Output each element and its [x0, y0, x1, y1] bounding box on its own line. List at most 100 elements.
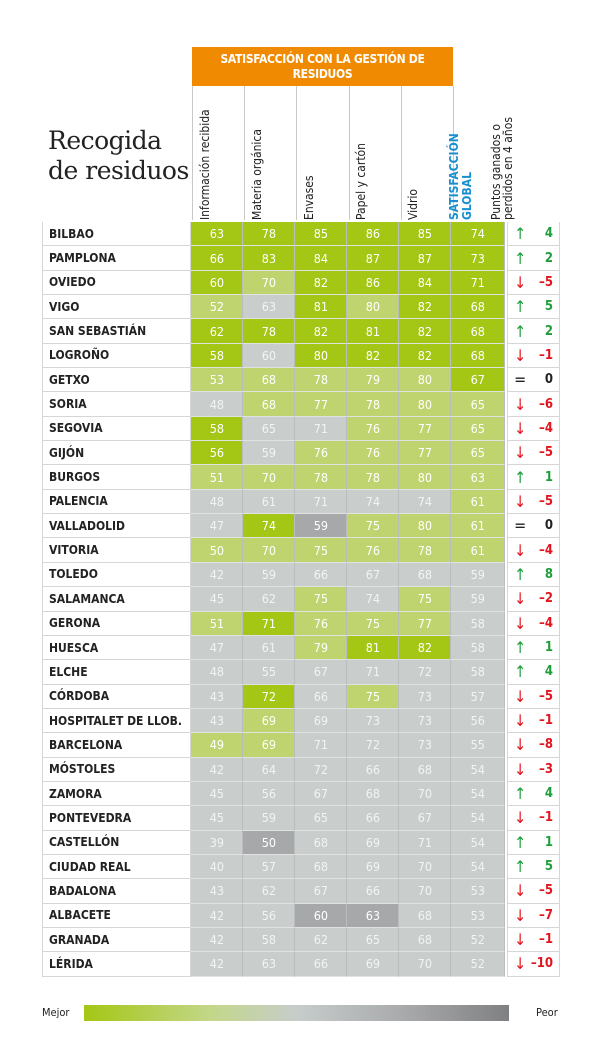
table-row: HUESCA 47 61 79 81 82 58 ↑ 1 — [42, 635, 560, 661]
arrow-up-icon: ↑ — [514, 248, 527, 268]
score-cell: 86 — [347, 222, 400, 247]
change-value: –5 — [539, 274, 553, 290]
score-cell: 43 — [191, 879, 244, 904]
score-cell: 50 — [191, 538, 244, 563]
points-change: = 0 — [507, 368, 560, 393]
score-cell: 42 — [191, 903, 244, 928]
score-cell: 74 — [347, 587, 400, 612]
score-cell: 75 — [347, 611, 400, 636]
city-name: ZAMORA — [42, 781, 192, 807]
points-change: ↓ –4 — [507, 416, 560, 442]
table-row: CASTELLÓN 39 50 68 69 71 54 ↑ 1 — [42, 830, 560, 855]
change-value: –10 — [530, 956, 553, 972]
city-name: BILBAO — [42, 222, 192, 247]
score-cell: 72 — [243, 684, 296, 709]
city-name: VITORIA — [42, 538, 192, 563]
score-cell: 42 — [191, 927, 244, 953]
table-row: CÓRDOBA 43 72 66 75 73 57 ↓ –5 — [42, 684, 560, 709]
change-value: 5 — [544, 299, 553, 315]
column-header: Información recibida — [192, 86, 244, 220]
points-change: ↓ –8 — [507, 733, 560, 758]
table-row: ELCHE 48 55 67 71 72 58 ↑ 4 — [42, 660, 560, 685]
score-cell: 66 — [347, 806, 400, 831]
table-row: BADALONA 43 62 67 66 70 53 ↓ –5 — [42, 879, 560, 904]
city-name: LÉRIDA — [42, 952, 192, 977]
score-cell: 73 — [399, 684, 452, 709]
score-cell: 69 — [347, 830, 400, 855]
points-change: ↑ 5 — [507, 854, 560, 880]
arrow-down-icon: ↓ — [514, 954, 527, 974]
group-header: SATISFACCIÓN CON LA GESTIÓN DE RESIDUOS — [192, 47, 453, 86]
table-row: ALBACETE 42 56 60 63 68 53 ↓ –7 — [42, 903, 560, 928]
table-row: PONTEVEDRA 45 59 65 66 67 54 ↓ –1 — [42, 806, 560, 831]
points-change: ↓ –5 — [507, 879, 560, 904]
score-cell: 48 — [191, 489, 244, 515]
score-cell: 71 — [295, 416, 348, 442]
arrow-up-icon: ↑ — [514, 224, 527, 244]
score-cell: 85 — [399, 222, 452, 247]
arrow-down-icon: ↓ — [514, 930, 527, 950]
score-cell: 80 — [399, 368, 452, 393]
score-cell: 82 — [295, 270, 348, 296]
points-change: ↓ –5 — [507, 441, 560, 466]
equal-icon: = — [514, 516, 527, 536]
city-name: PAMPLONA — [42, 246, 192, 271]
points-change: ↑ 2 — [507, 319, 560, 344]
column-header-label: Envases — [301, 175, 316, 220]
city-name: BURGOS — [42, 465, 192, 490]
arrow-up-icon: ↑ — [514, 564, 527, 584]
global-score-cell: 59 — [451, 562, 506, 588]
score-cell: 67 — [295, 660, 348, 685]
global-score-cell: 73 — [451, 246, 506, 271]
city-name: ELCHE — [42, 660, 192, 685]
score-cell: 67 — [295, 879, 348, 904]
score-cell: 81 — [347, 319, 400, 344]
arrow-up-icon: ↑ — [514, 832, 527, 852]
score-cell: 52 — [191, 295, 244, 320]
score-cell: 69 — [243, 733, 296, 758]
score-cell: 70 — [399, 952, 452, 977]
legend-best-label: Mejor — [42, 1006, 70, 1019]
points-change: ↓ –4 — [507, 538, 560, 563]
score-cell: 66 — [347, 879, 400, 904]
score-cell: 56 — [243, 903, 296, 928]
arrow-down-icon: ↓ — [514, 540, 527, 560]
change-value: –1 — [539, 713, 553, 729]
global-score-cell: 54 — [451, 830, 506, 855]
table-row: VITORIA 50 70 75 76 78 61 ↓ –4 — [42, 538, 560, 563]
change-value: –6 — [539, 396, 553, 412]
city-name: GERONA — [42, 611, 192, 636]
points-change: ↑ 4 — [507, 781, 560, 807]
global-score-cell: 58 — [451, 660, 506, 685]
score-cell: 45 — [191, 781, 244, 807]
city-name: LOGROÑO — [42, 343, 192, 369]
score-cell: 56 — [191, 441, 244, 466]
table-row: PAMPLONA 66 83 84 87 87 73 ↑ 2 — [42, 246, 560, 271]
score-cell: 78 — [243, 222, 296, 247]
column-header: Envases — [296, 86, 348, 220]
table-row: BILBAO 63 78 85 86 85 74 ↑ 4 — [42, 222, 560, 247]
score-cell: 58 — [191, 343, 244, 369]
points-change: ↓ –10 — [507, 952, 560, 977]
score-cell: 48 — [191, 660, 244, 685]
table-row: SORIA 48 68 77 78 80 65 ↓ –6 — [42, 392, 560, 417]
score-cell: 62 — [243, 587, 296, 612]
arrow-down-icon: ↓ — [514, 808, 527, 828]
score-cell: 47 — [191, 514, 244, 539]
city-name: BARCELONA — [42, 733, 192, 758]
score-cell: 76 — [347, 416, 400, 442]
arrow-up-icon: ↑ — [514, 662, 527, 682]
equal-icon: = — [514, 370, 527, 390]
score-cell: 72 — [347, 733, 400, 758]
score-cell: 73 — [399, 708, 452, 734]
score-cell: 51 — [191, 611, 244, 636]
table-row: PALENCIA 48 61 71 74 74 61 ↓ –5 — [42, 489, 560, 515]
score-cell: 59 — [243, 806, 296, 831]
score-cell: 72 — [295, 757, 348, 782]
arrow-up-icon: ↑ — [514, 857, 527, 877]
city-name: GETXO — [42, 368, 192, 393]
global-score-cell: 65 — [451, 416, 506, 442]
score-cell: 80 — [399, 514, 452, 539]
global-score-cell: 54 — [451, 854, 506, 880]
score-cell: 82 — [399, 343, 452, 369]
